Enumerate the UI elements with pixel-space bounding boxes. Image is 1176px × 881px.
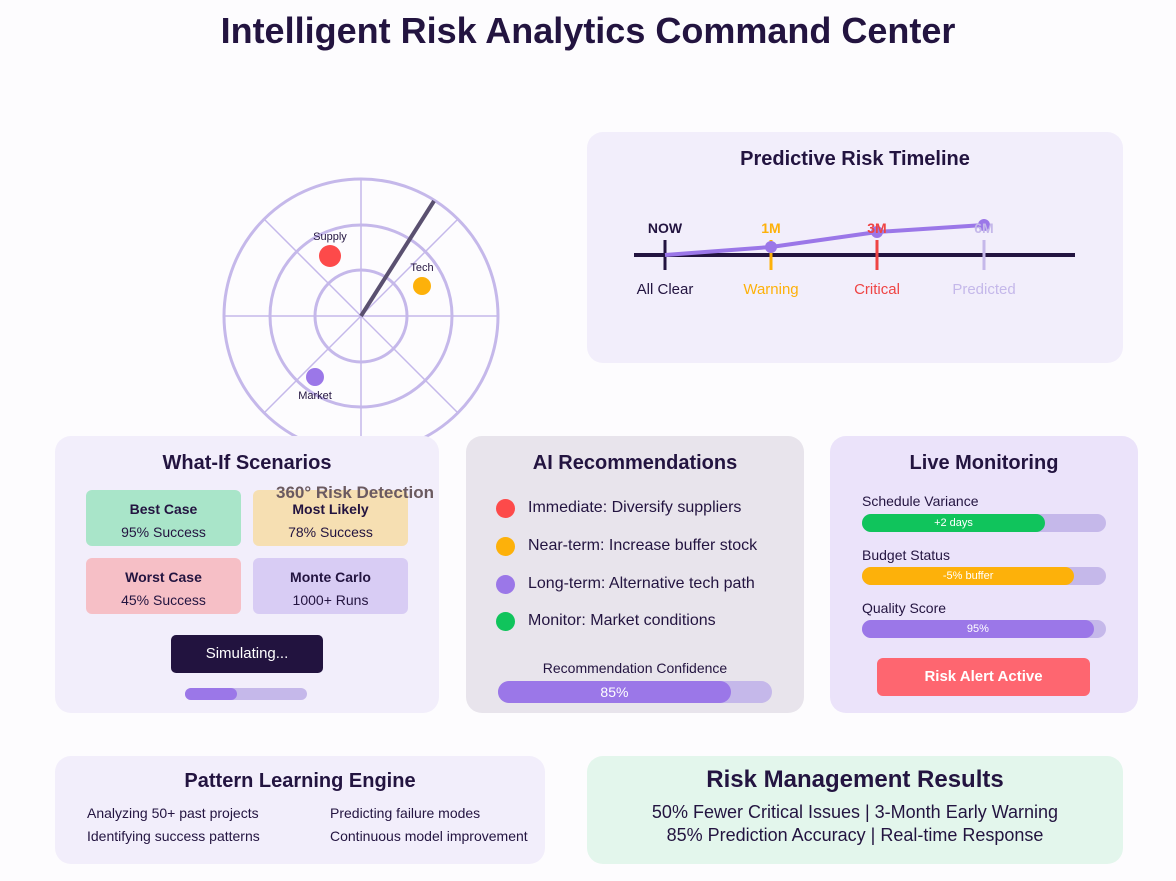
radar-label-supply: Supply: [313, 231, 347, 243]
pattern-item: Continuous model improvement: [330, 828, 528, 844]
pattern-item: Identifying success patterns: [87, 828, 260, 844]
pattern-item: Analyzing 50+ past projects: [87, 805, 259, 821]
confidence-label: Recommendation Confidence: [542, 660, 728, 676]
metric-bar-budget: -5% buffer: [862, 567, 1106, 585]
metric-fill-budget: -5% buffer: [862, 567, 1075, 585]
simulate-button[interactable]: Simulating...: [171, 635, 323, 673]
results-title: Risk Management Results: [706, 766, 1004, 793]
ai-recommendations-panel: AI Recommendations Immediate: Diversify …: [466, 436, 804, 713]
metric-label-quality: Quality Score: [862, 600, 947, 616]
timeline-marker-now: NOW: [647, 220, 683, 236]
results-line-2: 85% Prediction Accuracy | Real-time Resp…: [666, 825, 1044, 845]
timeline-status-predicted: Predicted: [952, 281, 1016, 298]
status-dot: [496, 575, 515, 594]
risk-alert-button[interactable]: Risk Alert Active: [877, 658, 1090, 696]
scenario-value: 1000+ Runs: [292, 592, 369, 608]
timeline-status-critical: Critical: [854, 281, 900, 298]
live-monitoring-panel: Live Monitoring Schedule Variance +2 day…: [830, 436, 1138, 713]
simulation-progress-fill: [185, 688, 238, 700]
metric-bar-quality: 95%: [862, 620, 1106, 638]
radar-caption: 360° Risk Detection: [276, 483, 434, 502]
scenario-card-most-likely[interactable]: Most Likely 78% Success: [253, 490, 408, 546]
scenario-card-monte-carlo[interactable]: Monte Carlo 1000+ Runs: [253, 558, 408, 614]
scenarios-title: What-If Scenarios: [162, 452, 332, 474]
timeline-marker-1m: 1M: [761, 220, 781, 236]
timeline-status-all-clear: All Clear: [636, 281, 694, 298]
radar-label-market: Market: [298, 390, 332, 402]
metric-fill-schedule: +2 days: [862, 514, 1045, 532]
recommendation-text: Near-term: Increase buffer stock: [528, 537, 758, 554]
radar-sweep: [359, 199, 436, 318]
status-dot: [496, 499, 515, 518]
pattern-learning-panel: Pattern Learning Engine Analyzing 50+ pa…: [55, 756, 545, 864]
radar-label-tech: Tech: [410, 262, 433, 274]
monitoring-title: Live Monitoring: [909, 452, 1059, 474]
recommendations-title: AI Recommendations: [532, 452, 738, 474]
scenario-name: Best Case: [129, 501, 198, 517]
timeline-chart: [634, 219, 1075, 270]
status-dot: [496, 612, 515, 631]
metric-label-schedule: Schedule Variance: [862, 493, 979, 509]
scenario-name: Worst Case: [125, 569, 202, 585]
metric-bar-schedule: +2 days: [862, 514, 1106, 532]
simulation-progress-bar: [185, 688, 307, 700]
metric-fill-quality: 95%: [862, 620, 1094, 638]
recommendation-text: Long-term: Alternative tech path: [528, 575, 755, 592]
confidence-bar: 85%: [498, 681, 772, 703]
risk-results-panel: Risk Management Results 50% Fewer Critic…: [587, 756, 1123, 864]
results-line-1: 50% Fewer Critical Issues | 3-Month Earl…: [651, 802, 1059, 822]
timeline-title: Predictive Risk Timeline: [740, 148, 970, 170]
timeline-status-warning: Warning: [743, 281, 799, 298]
predictive-risk-timeline-panel: Predictive Risk Timeline NOW 1M 3M 6M Al…: [587, 132, 1123, 363]
status-dot: [496, 537, 515, 556]
metric-label-budget: Budget Status: [862, 547, 950, 563]
scenario-value: 45% Success: [121, 592, 206, 608]
recommendation-text: Monitor: Market conditions: [528, 612, 716, 629]
pattern-title: Pattern Learning Engine: [184, 770, 416, 792]
page-title: Intelligent Risk Analytics Command Cente…: [220, 10, 956, 51]
recommendation-text: Immediate: Diversify suppliers: [528, 499, 742, 516]
scenario-card-best-case[interactable]: Best Case 95% Success: [86, 490, 241, 546]
confidence-fill: 85%: [498, 681, 731, 703]
radar-blip-tech: [413, 277, 431, 295]
scenario-card-worst-case[interactable]: Worst Case 45% Success: [86, 558, 241, 614]
radar-blip-market: [306, 368, 324, 386]
scenario-value: 78% Success: [288, 524, 373, 540]
scenario-value: 95% Success: [121, 524, 206, 540]
radar-blip-supply: [319, 245, 341, 267]
scenario-name: Monte Carlo: [290, 569, 371, 585]
risk-radar: Supply Tech Market: [222, 177, 500, 455]
timeline-marker-3m: 3M: [867, 220, 887, 236]
timeline-marker-6m: 6M: [974, 220, 994, 236]
scenario-name: Most Likely: [292, 501, 369, 517]
pattern-item: Predicting failure modes: [330, 805, 481, 821]
what-if-scenarios-panel: What-If Scenarios Best Case 95% Success …: [55, 436, 439, 713]
